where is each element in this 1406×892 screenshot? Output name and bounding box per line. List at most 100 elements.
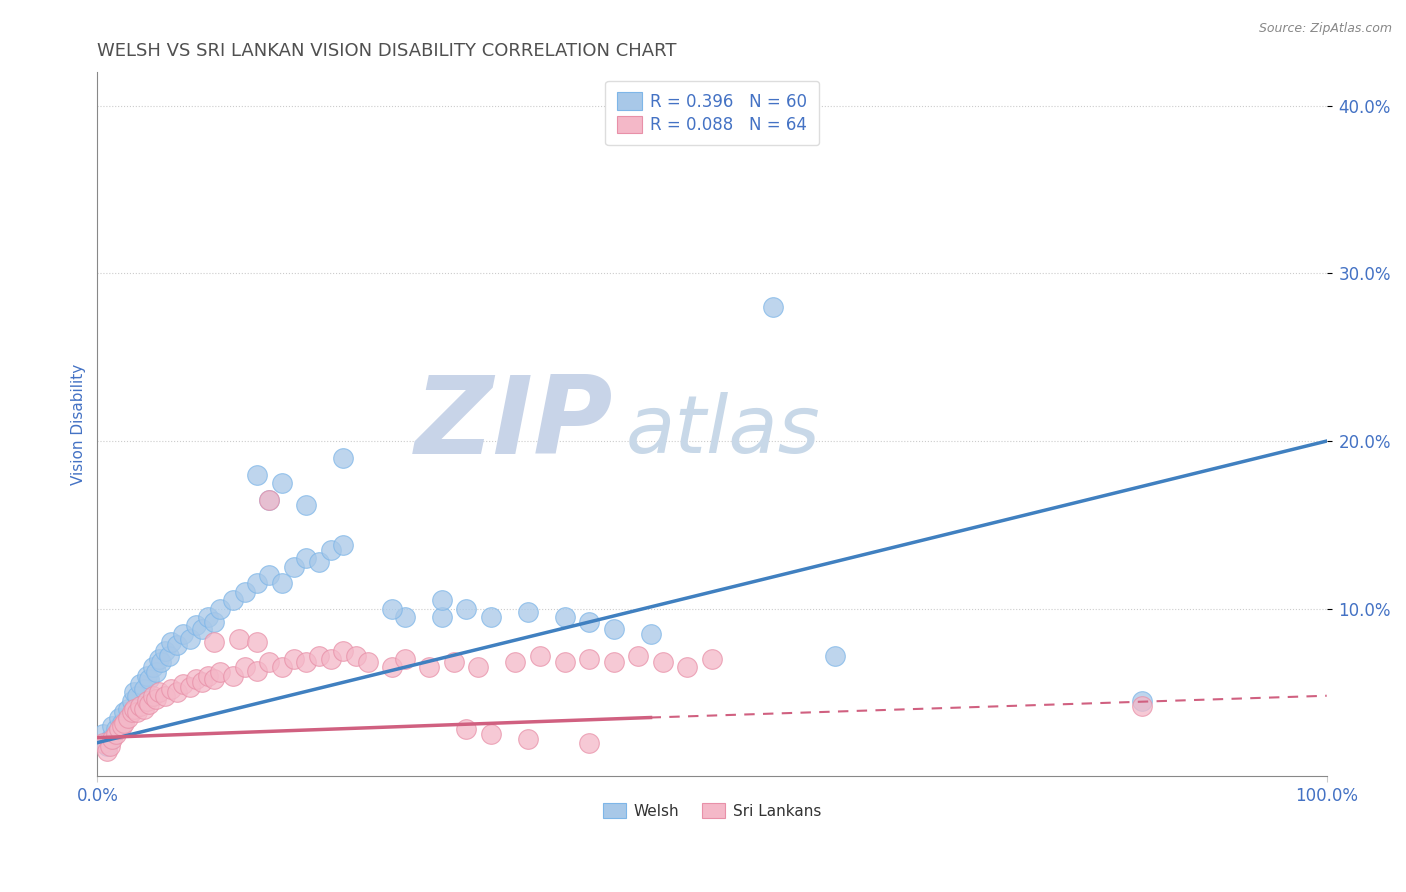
Y-axis label: Vision Disability: Vision Disability	[72, 364, 86, 485]
Point	[135, 668, 157, 682]
Point	[233, 660, 256, 674]
Point	[270, 660, 292, 674]
Point	[172, 677, 194, 691]
Point	[132, 681, 155, 696]
Point	[148, 685, 170, 699]
Point	[117, 710, 139, 724]
Point	[125, 706, 148, 720]
Point	[98, 732, 121, 747]
Point	[1130, 698, 1153, 713]
Point	[381, 601, 404, 615]
Point	[553, 610, 575, 624]
Point	[129, 698, 152, 713]
Point	[104, 727, 127, 741]
Point	[202, 635, 225, 649]
Point	[191, 675, 214, 690]
Point	[516, 605, 538, 619]
Point	[101, 732, 124, 747]
Point	[160, 681, 183, 696]
Point	[179, 632, 201, 646]
Point	[295, 551, 318, 566]
Point	[104, 723, 127, 737]
Point	[157, 648, 180, 663]
Point	[332, 450, 354, 465]
Point	[676, 660, 699, 674]
Point	[112, 715, 135, 730]
Point	[221, 668, 243, 682]
Point	[209, 601, 232, 615]
Point	[246, 664, 269, 678]
Point	[197, 668, 219, 682]
Point	[108, 723, 131, 737]
Point	[824, 648, 846, 663]
Point	[578, 652, 600, 666]
Point	[578, 615, 600, 629]
Text: Source: ZipAtlas.com: Source: ZipAtlas.com	[1258, 22, 1392, 36]
Point	[233, 585, 256, 599]
Point	[295, 655, 318, 669]
Point	[228, 632, 250, 646]
Point	[153, 689, 176, 703]
Point	[135, 694, 157, 708]
Point	[259, 568, 281, 582]
Point	[129, 677, 152, 691]
Point	[553, 655, 575, 669]
Point	[98, 739, 121, 753]
Point	[125, 689, 148, 703]
Point	[172, 626, 194, 640]
Point	[209, 665, 232, 680]
Point	[150, 655, 173, 669]
Point	[259, 655, 281, 669]
Point	[332, 643, 354, 657]
Point	[394, 610, 416, 624]
Point	[505, 655, 527, 669]
Point	[117, 702, 139, 716]
Point	[246, 576, 269, 591]
Point	[221, 593, 243, 607]
Point	[418, 660, 440, 674]
Point	[101, 719, 124, 733]
Point	[96, 739, 118, 753]
Point	[179, 681, 201, 695]
Point	[479, 727, 502, 741]
Point	[357, 655, 380, 669]
Point	[259, 492, 281, 507]
Point	[283, 652, 305, 666]
Point	[202, 672, 225, 686]
Point	[270, 576, 292, 591]
Point	[319, 543, 342, 558]
Point	[516, 732, 538, 747]
Point	[308, 648, 330, 663]
Point	[456, 601, 478, 615]
Point	[430, 593, 453, 607]
Point	[394, 652, 416, 666]
Point	[246, 467, 269, 482]
Point	[295, 498, 318, 512]
Point	[121, 694, 143, 708]
Point	[651, 655, 673, 669]
Point	[145, 665, 167, 680]
Legend: Welsh, Sri Lankans: Welsh, Sri Lankans	[598, 797, 827, 825]
Point	[259, 492, 281, 507]
Point	[578, 736, 600, 750]
Point	[602, 622, 624, 636]
Point	[762, 300, 785, 314]
Point	[270, 475, 292, 490]
Point	[191, 622, 214, 636]
Point	[138, 697, 160, 711]
Point	[700, 652, 723, 666]
Point	[202, 615, 225, 629]
Point	[132, 702, 155, 716]
Text: WELSH VS SRI LANKAN VISION DISABILITY CORRELATION CHART: WELSH VS SRI LANKAN VISION DISABILITY CO…	[97, 42, 676, 60]
Point	[111, 715, 134, 730]
Point	[602, 655, 624, 669]
Point	[138, 672, 160, 686]
Point	[121, 706, 143, 720]
Point	[246, 635, 269, 649]
Point	[160, 635, 183, 649]
Point	[430, 610, 453, 624]
Text: ZIP: ZIP	[415, 371, 613, 477]
Point	[148, 652, 170, 666]
Point	[1130, 694, 1153, 708]
Point	[332, 538, 354, 552]
